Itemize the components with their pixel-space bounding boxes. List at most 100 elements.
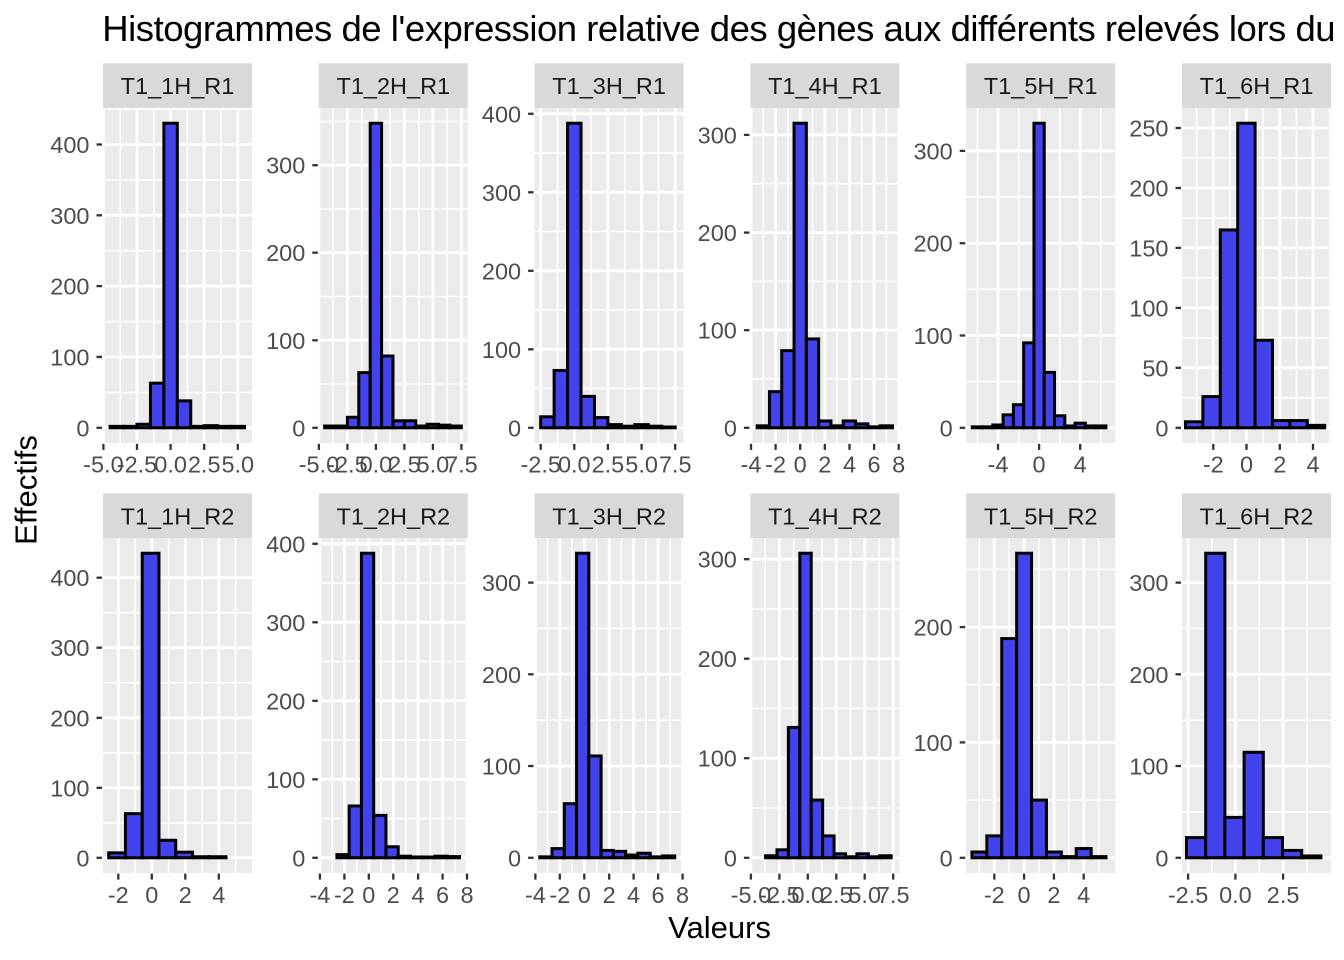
svg-text:5.0: 5.0 xyxy=(625,452,658,478)
svg-text:7.5: 7.5 xyxy=(659,452,692,478)
svg-text:0: 0 xyxy=(1240,452,1253,478)
svg-text:T1_3H_R1: T1_3H_R1 xyxy=(552,73,666,99)
svg-text:-2.5: -2.5 xyxy=(117,452,158,478)
svg-text:-5.0: -5.0 xyxy=(299,452,340,478)
svg-text:0: 0 xyxy=(508,845,521,871)
svg-text:200: 200 xyxy=(913,231,952,257)
svg-text:0: 0 xyxy=(724,845,737,871)
svg-text:0: 0 xyxy=(1155,845,1168,871)
svg-text:4: 4 xyxy=(212,882,225,908)
svg-text:-2: -2 xyxy=(1203,452,1224,478)
svg-text:0: 0 xyxy=(508,415,521,441)
svg-text:Valeurs: Valeurs xyxy=(668,910,771,945)
svg-text:-2: -2 xyxy=(108,882,129,908)
svg-text:8: 8 xyxy=(460,882,473,908)
svg-text:-4: -4 xyxy=(525,882,546,908)
svg-text:6: 6 xyxy=(436,882,449,908)
svg-text:0: 0 xyxy=(76,415,89,441)
svg-text:T1_4H_R1: T1_4H_R1 xyxy=(768,73,882,99)
svg-text:100: 100 xyxy=(266,328,305,354)
svg-text:400: 400 xyxy=(266,531,305,557)
svg-text:5.0: 5.0 xyxy=(221,452,254,478)
svg-text:200: 200 xyxy=(913,615,952,641)
svg-text:300: 300 xyxy=(482,180,521,206)
svg-text:0.0: 0.0 xyxy=(1219,882,1252,908)
svg-text:50: 50 xyxy=(1142,355,1168,381)
svg-text:0: 0 xyxy=(578,882,591,908)
svg-text:0.0: 0.0 xyxy=(154,452,187,478)
svg-text:T1_6H_R1: T1_6H_R1 xyxy=(1200,73,1314,99)
svg-text:150: 150 xyxy=(1129,235,1168,261)
svg-text:-2: -2 xyxy=(334,882,355,908)
svg-text:200: 200 xyxy=(50,705,89,731)
svg-text:200: 200 xyxy=(1129,662,1168,688)
svg-text:100: 100 xyxy=(482,337,521,363)
svg-text:2: 2 xyxy=(1273,452,1286,478)
svg-text:-4: -4 xyxy=(741,452,762,478)
svg-text:-2: -2 xyxy=(984,882,1005,908)
svg-text:T1_1H_R2: T1_1H_R2 xyxy=(121,503,235,529)
svg-text:T1_2H_R1: T1_2H_R1 xyxy=(336,73,450,99)
svg-text:200: 200 xyxy=(266,240,305,266)
svg-text:-2: -2 xyxy=(765,452,786,478)
svg-text:100: 100 xyxy=(50,344,89,370)
svg-text:250: 250 xyxy=(1129,116,1168,142)
svg-text:100: 100 xyxy=(698,746,737,772)
svg-text:T1_2H_R2: T1_2H_R2 xyxy=(336,503,450,529)
svg-text:Effectifs: Effectifs xyxy=(9,435,44,545)
svg-text:100: 100 xyxy=(1129,754,1168,780)
svg-text:300: 300 xyxy=(482,570,521,596)
svg-text:-2.5: -2.5 xyxy=(520,452,561,478)
svg-text:100: 100 xyxy=(50,775,89,801)
svg-text:300: 300 xyxy=(698,547,737,573)
svg-text:2: 2 xyxy=(387,882,400,908)
svg-text:200: 200 xyxy=(50,274,89,300)
svg-text:0: 0 xyxy=(794,452,807,478)
svg-text:400: 400 xyxy=(482,101,521,127)
svg-text:0.0: 0.0 xyxy=(558,452,591,478)
svg-text:-2.5: -2.5 xyxy=(327,452,368,478)
svg-text:400: 400 xyxy=(50,565,89,591)
svg-text:2: 2 xyxy=(603,882,616,908)
svg-text:300: 300 xyxy=(266,610,305,636)
svg-text:300: 300 xyxy=(50,203,89,229)
svg-text:7.5: 7.5 xyxy=(445,452,478,478)
svg-text:2: 2 xyxy=(818,452,831,478)
svg-text:4: 4 xyxy=(843,452,856,478)
svg-text:4: 4 xyxy=(1077,882,1090,908)
svg-text:2.5: 2.5 xyxy=(188,452,221,478)
svg-text:300: 300 xyxy=(913,138,952,164)
svg-text:0: 0 xyxy=(145,882,158,908)
svg-text:-2.5: -2.5 xyxy=(759,882,800,908)
svg-text:T1_5H_R1: T1_5H_R1 xyxy=(984,73,1098,99)
svg-text:400: 400 xyxy=(50,132,89,158)
svg-text:4: 4 xyxy=(627,882,640,908)
svg-text:5.0: 5.0 xyxy=(417,452,450,478)
svg-text:-4: -4 xyxy=(309,882,330,908)
svg-text:Histogrammes de l'expression r: Histogrammes de l'expression relative de… xyxy=(102,8,1335,49)
svg-text:4: 4 xyxy=(1306,452,1319,478)
svg-text:8: 8 xyxy=(676,882,689,908)
svg-text:300: 300 xyxy=(698,122,737,148)
svg-text:-2: -2 xyxy=(549,882,570,908)
svg-text:4: 4 xyxy=(1074,452,1087,478)
svg-text:100: 100 xyxy=(913,323,952,349)
svg-text:100: 100 xyxy=(1129,295,1168,321)
svg-text:6: 6 xyxy=(868,452,881,478)
svg-text:200: 200 xyxy=(698,646,737,672)
svg-text:100: 100 xyxy=(913,730,952,756)
svg-text:5.0: 5.0 xyxy=(848,882,881,908)
svg-text:-5.0: -5.0 xyxy=(731,882,772,908)
svg-text:0: 0 xyxy=(1018,882,1031,908)
svg-text:6: 6 xyxy=(652,882,665,908)
svg-text:300: 300 xyxy=(1129,570,1168,596)
svg-text:300: 300 xyxy=(266,153,305,179)
svg-text:7.5: 7.5 xyxy=(877,882,910,908)
svg-text:0: 0 xyxy=(362,882,375,908)
svg-text:4: 4 xyxy=(412,882,425,908)
svg-text:T1_4H_R2: T1_4H_R2 xyxy=(768,503,882,529)
svg-text:T1_5H_R2: T1_5H_R2 xyxy=(984,503,1098,529)
svg-text:-2.5: -2.5 xyxy=(1168,882,1209,908)
svg-text:2: 2 xyxy=(179,882,192,908)
svg-text:0: 0 xyxy=(292,415,305,441)
